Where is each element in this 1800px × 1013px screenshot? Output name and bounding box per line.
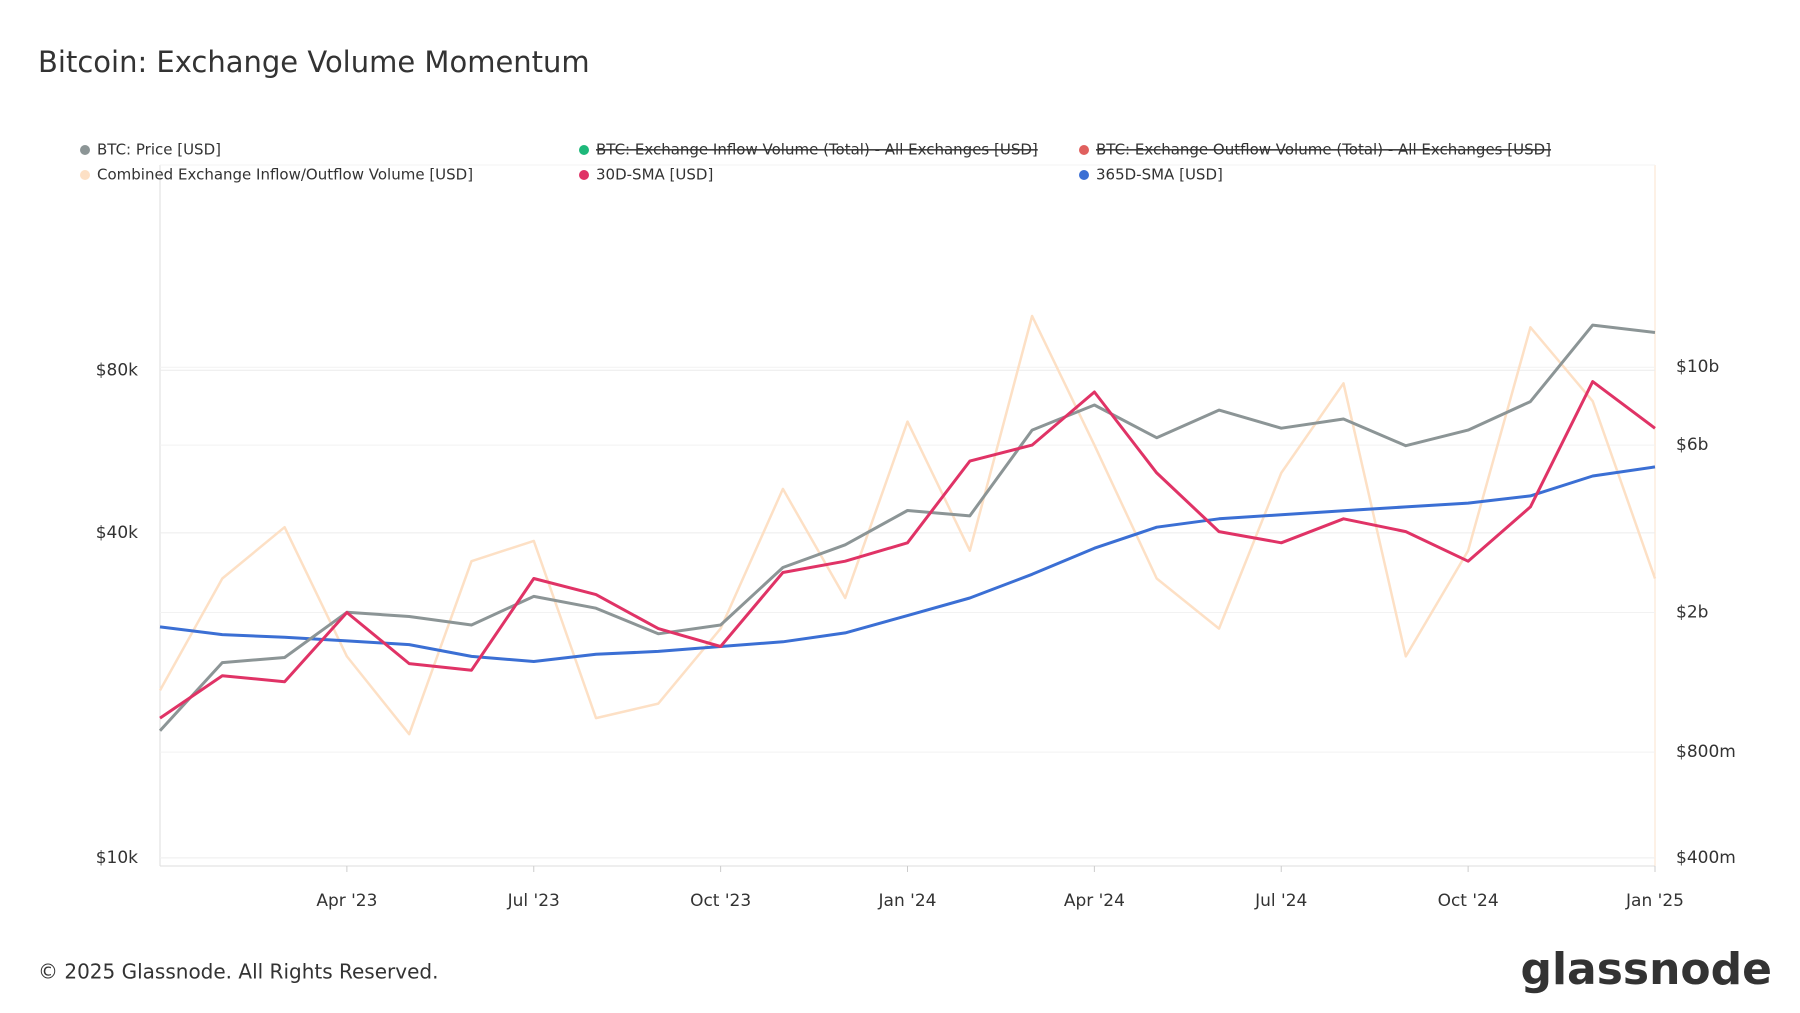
x-tick-label: Apr '24 <box>1064 891 1125 911</box>
series-line <box>158 323 1656 732</box>
x-tick-label: Jan '24 <box>878 891 937 911</box>
legend-label: BTC: Price [USD] <box>97 141 221 159</box>
y-tick-label: $80k <box>96 360 138 380</box>
brand-logo: glassnode <box>1520 944 1772 995</box>
legend-marker <box>1079 170 1089 180</box>
y2-tick-label: $6b <box>1676 435 1708 455</box>
series-line <box>159 465 1656 663</box>
y2-tick-label: $800m <box>1676 742 1736 762</box>
x-tick-label: Jan '25 <box>1625 891 1684 911</box>
legend-marker <box>579 170 589 180</box>
y2-tick-label: $2b <box>1676 603 1708 623</box>
x-tick-label: Oct '23 <box>690 891 751 911</box>
legend-label: BTC: Exchange Outflow Volume (Total) - A… <box>1096 141 1551 159</box>
y2-tick-label: $400m <box>1676 848 1736 868</box>
footer: © 2025 Glassnode. All Rights Reserved. <box>38 960 438 984</box>
legend-label: 365D-SMA [USD] <box>1096 166 1223 184</box>
legend-marker <box>80 145 90 155</box>
y-tick-label: $40k <box>96 523 138 543</box>
y2-tick-label: $10b <box>1676 357 1719 377</box>
x-tick-label: Jul '24 <box>1254 891 1307 911</box>
series-line <box>159 380 1656 720</box>
legend-marker <box>80 170 90 180</box>
legend-marker <box>1079 145 1089 155</box>
legend-label: BTC: Exchange Inflow Volume (Total) - Al… <box>596 141 1038 159</box>
series-line <box>158 314 1657 736</box>
legend-label: Combined Exchange Inflow/Outflow Volume … <box>97 166 473 184</box>
legend-label: 30D-SMA [USD] <box>596 166 713 184</box>
chart-title: Bitcoin: Exchange Volume Momentum <box>38 45 590 79</box>
x-tick-label: Oct '24 <box>1438 891 1499 911</box>
y-tick-label: $10k <box>96 848 138 868</box>
x-tick-label: Apr '23 <box>316 891 377 911</box>
legend-marker <box>579 145 589 155</box>
x-tick-label: Jul '23 <box>507 891 560 911</box>
